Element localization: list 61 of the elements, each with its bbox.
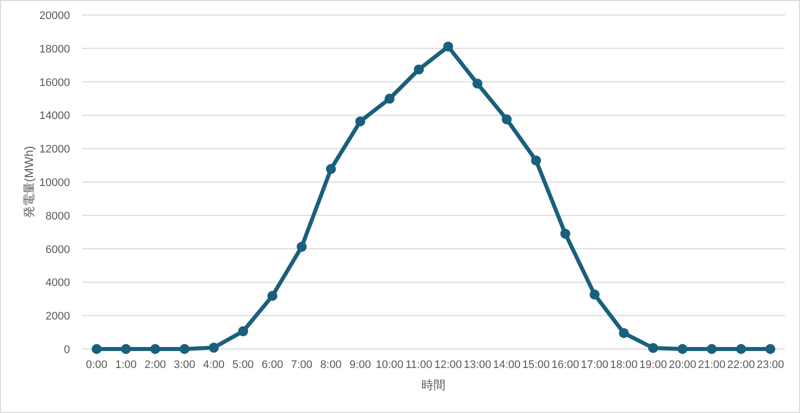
- x-tick-label: 5:00: [232, 359, 254, 371]
- point: [765, 344, 776, 354]
- y-axis-title: 発電量(MWh): [22, 146, 36, 218]
- point: [180, 344, 190, 354]
- x-tick-label: 10:00: [376, 359, 404, 371]
- point: [531, 155, 542, 166]
- point: [238, 326, 248, 336]
- y-tick-label: 8000: [46, 210, 70, 222]
- x-tick-label: 4:00: [203, 359, 225, 371]
- point: [92, 344, 102, 354]
- y-tick-label: 14000: [39, 110, 70, 122]
- y-tick-label: 18000: [39, 43, 70, 56]
- x-tick-label: 13:00: [464, 359, 492, 371]
- x-tick-label: 20:00: [668, 359, 696, 371]
- point: [706, 344, 717, 354]
- y-tick-label: 10000: [39, 177, 70, 189]
- point: [296, 242, 307, 252]
- x-tick-label: 9:00: [350, 359, 371, 371]
- x-tick-label: 17:00: [580, 359, 608, 371]
- point: [502, 114, 512, 124]
- point: [384, 94, 395, 104]
- point: [736, 344, 746, 354]
- x-tick-label: 18:00: [610, 359, 638, 371]
- point: [677, 344, 688, 354]
- y-tick-label: 4000: [46, 277, 70, 290]
- y-tick-label: 16000: [39, 76, 70, 89]
- x-tick-label: 21:00: [698, 359, 726, 371]
- x-tick-label: 2:00: [144, 359, 166, 371]
- point: [120, 344, 131, 354]
- point: [648, 343, 658, 353]
- point: [414, 64, 424, 74]
- point: [355, 116, 366, 126]
- y-tick-label: 12000: [39, 144, 70, 156]
- point: [208, 342, 219, 353]
- x-tick-label: 15:00: [522, 359, 550, 371]
- x-tick-label: 22:00: [727, 359, 755, 371]
- x-tick-label: 8:00: [320, 359, 342, 371]
- x-tick-label: 3:00: [174, 359, 196, 371]
- point: [590, 290, 600, 300]
- x-tick-label: 14:00: [492, 359, 520, 371]
- y-tick-label: 2000: [46, 310, 70, 323]
- x-tick-label: 19:00: [639, 359, 667, 371]
- x-tick-label: 1:00: [115, 359, 137, 371]
- x-tick-label: 7:00: [290, 359, 312, 371]
- point: [326, 164, 336, 174]
- x-tick-label: 16:00: [552, 359, 580, 371]
- x-tick-label: 0:00: [86, 359, 108, 371]
- y-tick-label: 20000: [39, 10, 70, 22]
- y-tick-label: 0: [64, 344, 70, 356]
- x-tick-label: 6:00: [262, 359, 284, 371]
- point: [443, 42, 454, 52]
- x-axis-title: 時間: [422, 378, 446, 392]
- x-tick-label: 23:00: [756, 359, 784, 371]
- point: [472, 78, 482, 89]
- x-tick-label: 11:00: [405, 359, 432, 371]
- point: [150, 344, 160, 354]
- point: [560, 228, 570, 239]
- point: [267, 290, 278, 301]
- x-tick-label: 12:00: [434, 359, 462, 371]
- point: [618, 328, 629, 338]
- y-tick-label: 6000: [46, 244, 70, 256]
